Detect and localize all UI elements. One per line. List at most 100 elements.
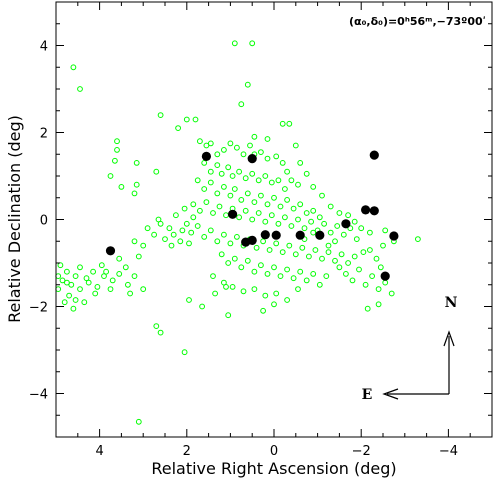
open-point [197, 138, 203, 145]
open-point [284, 266, 291, 273]
open-point [308, 218, 315, 225]
open-point [247, 142, 253, 149]
open-point [303, 277, 310, 284]
open-point [242, 175, 249, 182]
open-point [157, 329, 164, 336]
x-tick-label: 2 [183, 444, 191, 459]
open-point [286, 242, 293, 249]
open-point [81, 299, 88, 306]
open-point [251, 286, 258, 293]
open-point [116, 255, 123, 262]
open-point [90, 268, 96, 275]
open-point [284, 197, 291, 203]
open-point [183, 116, 190, 123]
open-point [77, 86, 83, 92]
open-point [135, 418, 142, 425]
open-point [249, 216, 256, 223]
x-tick-label: 4 [95, 444, 103, 459]
open-point [135, 253, 142, 260]
open-point [332, 257, 338, 264]
open-point [175, 125, 182, 132]
open-point [181, 349, 188, 356]
open-point [327, 229, 334, 236]
open-point [325, 242, 332, 249]
open-point [382, 279, 389, 286]
open-point [362, 281, 369, 288]
y-tick-label: −2 [29, 301, 48, 316]
x-tick-label: 0 [270, 444, 278, 459]
open-point [369, 273, 376, 280]
open-point [251, 199, 258, 206]
open-point [271, 194, 277, 201]
open-point [286, 120, 293, 127]
open-point [282, 186, 288, 192]
open-point [131, 273, 138, 280]
filled-point [247, 235, 257, 245]
east-arrowhead-icon [382, 388, 399, 400]
y-tick-label: 4 [40, 40, 48, 55]
field-center-annotation: (α₀,δ₀)=0ʰ56ᵐ,−73º00ʹ [349, 15, 486, 28]
open-point [253, 244, 260, 251]
open-point [273, 153, 280, 160]
open-point [262, 173, 269, 179]
open-point [277, 273, 284, 280]
open-point [72, 273, 79, 280]
open-point [351, 218, 358, 225]
open-point [64, 268, 70, 275]
open-point [112, 157, 118, 164]
open-point [249, 40, 256, 47]
open-point [214, 151, 221, 158]
open-point [227, 240, 234, 247]
open-point [310, 271, 317, 277]
open-point [338, 251, 345, 258]
open-point [284, 168, 291, 175]
open-point [168, 242, 175, 249]
open-point [116, 271, 123, 277]
open-point [225, 312, 232, 319]
filled-point [105, 246, 116, 256]
open-point [336, 210, 343, 216]
open-point [336, 264, 343, 271]
filled-point [361, 205, 371, 215]
open-point [223, 212, 229, 219]
east-label: E [362, 387, 373, 403]
open-point [231, 186, 238, 192]
open-point [297, 268, 304, 275]
open-point [266, 247, 273, 253]
open-point [207, 140, 214, 147]
open-point [109, 277, 116, 284]
open-point [279, 160, 286, 166]
open-point [284, 297, 291, 303]
open-point [183, 220, 190, 227]
open-point [214, 162, 221, 169]
open-point [349, 277, 356, 284]
open-point [319, 255, 325, 262]
open-point [177, 238, 184, 245]
open-point [83, 275, 90, 282]
open-point [201, 160, 208, 166]
open-point [61, 299, 68, 306]
open-point [207, 179, 214, 186]
open-point [68, 281, 75, 288]
open-point [258, 192, 264, 199]
open-point [153, 168, 160, 175]
x-tick-label: −2 [352, 444, 371, 459]
open-point [340, 231, 347, 238]
open-point [199, 303, 206, 310]
open-point [85, 279, 92, 286]
open-point [92, 290, 99, 297]
open-point [190, 214, 197, 221]
open-point [214, 238, 221, 245]
open-point [203, 199, 210, 206]
open-point [210, 210, 216, 216]
open-point [155, 216, 162, 223]
open-point [271, 264, 277, 271]
filled-point [201, 151, 211, 161]
open-point [66, 292, 72, 299]
open-point [55, 286, 62, 293]
open-point [55, 273, 62, 280]
open-point [290, 275, 297, 282]
open-point [131, 238, 138, 245]
open-point [373, 255, 380, 262]
open-point [98, 262, 105, 269]
